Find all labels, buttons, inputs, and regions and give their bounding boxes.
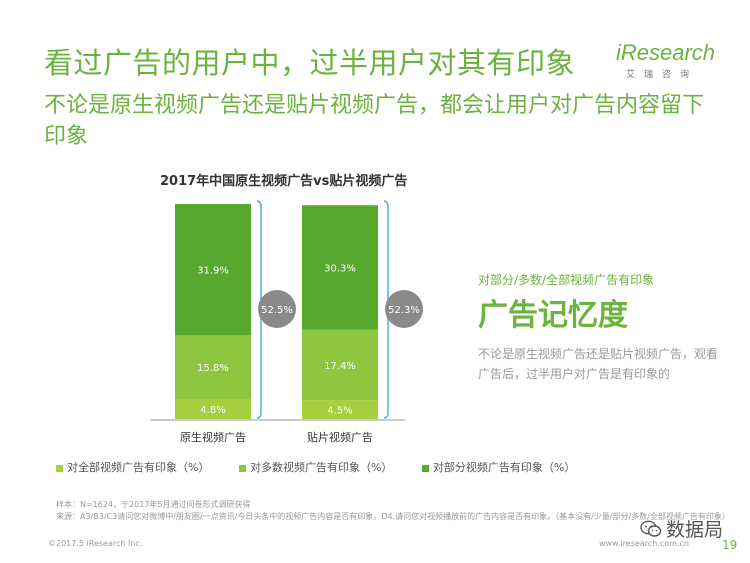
wechat-watermark: 数据局 <box>640 515 723 542</box>
page-number: 19 <box>722 538 738 552</box>
bar-segment <box>302 329 378 401</box>
legend-swatch-all <box>56 464 63 472</box>
bar-segment <box>302 400 378 419</box>
legend-label-most: 对多数视频广告有印象（%） <box>249 461 393 474</box>
legend-label-some: 对部分视频广告有印象（%） <box>432 461 576 474</box>
data-label: 15.8% <box>197 363 229 374</box>
chart-title: 2017年中国原生视频广告vs贴片视频广告 <box>160 174 408 189</box>
legend-label-all: 对全部视频广告有印象（%） <box>67 461 210 474</box>
total-circle <box>385 290 423 328</box>
legend-swatch-most <box>238 464 246 472</box>
data-label: 30.3% <box>324 263 356 274</box>
iresearch-logo: iResearch 艾瑞咨询 <box>616 40 716 80</box>
page-subtitle: 不论是原生视频广告还是贴片视频广告，都会让用户对广告内容留下印象 <box>44 93 705 149</box>
category-label: 原生视频广告 <box>180 430 246 444</box>
wechat-icon <box>640 520 662 537</box>
footer-url: www.iresearch.com.cn <box>599 539 689 548</box>
bar-segment <box>175 398 251 419</box>
data-label: 4.8% <box>200 405 225 416</box>
data-label: 4.5% <box>327 406 352 417</box>
bar-segment <box>302 205 378 330</box>
bar-segment <box>175 204 251 336</box>
page-title: 看过广告的用户中，过半用户对其有印象 <box>44 46 576 80</box>
side-caption: 对部分/多数/全部视频广告有印象 <box>478 273 655 287</box>
side-description: 不论是原生视频广告还是贴片视频广告，观看广告后，过半用户对广告是有印象的 <box>478 347 719 381</box>
category-label: 贴片视频广告 <box>307 430 373 444</box>
side-headline: 广告记忆度 <box>478 298 628 333</box>
total-circle <box>258 290 296 328</box>
data-label: 31.9% <box>197 266 229 277</box>
logo-cn-text: 艾瑞咨询 <box>626 70 699 80</box>
legend-item-most: 对多数视频广告有印象（%） <box>238 459 393 475</box>
chart-legend: 对全部视频广告有印象（%） 对多数视频广告有印象（%） 对部分视频广告有印象（%… <box>56 459 601 475</box>
total-label: 52.3% <box>388 305 420 316</box>
wechat-label: 数据局 <box>666 519 724 541</box>
sample-note: 样本：N=1624，于2017年5月通过问卷形式调研获得 <box>56 500 251 509</box>
legend-item-all: 对全部视频广告有印象（%） <box>56 459 209 475</box>
source-note: 来源：A3/B3/C3请问您对微博中/朋友圈/一点资讯/今日头条中的视频广告内容… <box>56 512 730 521</box>
data-label: 17.4% <box>324 361 356 372</box>
legend-swatch-some <box>421 464 429 472</box>
bar-segment <box>175 335 251 399</box>
total-label: 52.5% <box>261 305 293 316</box>
footer-copyright: ©2017.5 iResearch Inc. <box>48 539 143 548</box>
logo-text: iResearch <box>616 40 716 65</box>
legend-item-some: 对部分视频广告有印象（%） <box>421 459 576 475</box>
